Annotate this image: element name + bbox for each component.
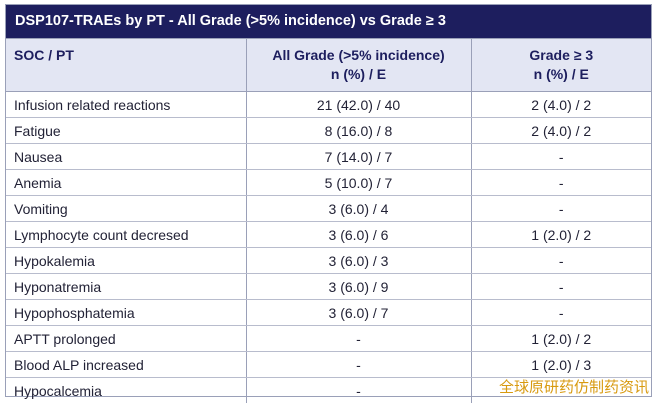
all-grade-cell: 3 (6.0) / 9: [246, 273, 472, 300]
all-grade-cell: -: [246, 325, 472, 352]
table-title: DSP107-TRAEs by PT - All Grade (>5% inci…: [6, 5, 651, 39]
pt-cell: Nausea: [6, 143, 247, 170]
table-row: APTT prolonged - 1 (2.0) / 2: [6, 325, 651, 352]
table-row: Nausea 7 (14.0) / 7 -: [6, 143, 651, 170]
table-row: Hypophosphatemia 3 (6.0) / 7 -: [6, 299, 651, 326]
table-row: Lymphocyte count decresed 3 (6.0) / 6 1 …: [6, 221, 651, 248]
grade3-cell: -: [471, 195, 651, 222]
table-body: Infusion related reactions 21 (42.0) / 4…: [6, 91, 651, 403]
header-all-grade-unit: n (%) / E: [330, 66, 387, 82]
all-grade-cell: 3 (6.0) / 6: [246, 221, 472, 248]
header-grade3: Grade ≥ 3 n (%) / E: [471, 39, 651, 92]
header-soc-pt: SOC / PT: [6, 39, 247, 92]
all-grade-cell: 3 (6.0) / 7: [246, 299, 472, 326]
grade3-cell: -: [471, 169, 651, 196]
grade3-cell: 2 (4.0) / 2: [471, 91, 651, 118]
pt-cell: Lymphocyte count decresed: [6, 221, 247, 248]
grade3-cell: 1 (2.0) / 2: [471, 325, 651, 352]
pt-cell: Fatigue: [6, 117, 247, 144]
header-soc-pt-label: SOC / PT: [14, 47, 74, 63]
all-grade-cell: -: [246, 377, 472, 403]
header-grade3-unit: n (%) / E: [533, 66, 589, 82]
header-grade3-label: Grade ≥ 3: [529, 47, 594, 63]
grade3-cell: -: [471, 143, 651, 170]
pt-cell: Hypophosphatemia: [6, 299, 247, 326]
pt-cell: Hypokalemia: [6, 247, 247, 274]
grade3-cell: -: [471, 273, 651, 300]
grade3-cell: 1 (2.0) / 2: [471, 221, 651, 248]
grade3-cell: 1 (2.0) / 3: [471, 351, 651, 378]
all-grade-cell: 8 (16.0) / 8: [246, 117, 472, 144]
grade3-cell: -: [471, 299, 651, 326]
table-row: Hypocalcemia -: [6, 377, 651, 403]
header-row: SOC / PT All Grade (>5% incidence) n (%)…: [6, 39, 651, 92]
header-all-grade-label: All Grade (>5% incidence): [272, 47, 445, 63]
all-grade-cell: 3 (6.0) / 4: [246, 195, 472, 222]
table-row: Anemia 5 (10.0) / 7 -: [6, 169, 651, 196]
table-row: Hypokalemia 3 (6.0) / 3 -: [6, 247, 651, 274]
pt-cell: Infusion related reactions: [6, 91, 247, 118]
watermark-text: 全球原研药仿制药资讯: [498, 378, 649, 396]
table-row: Fatigue 8 (16.0) / 8 2 (4.0) / 2: [6, 117, 651, 144]
header-all-grade: All Grade (>5% incidence) n (%) / E: [246, 39, 472, 92]
all-grade-cell: 21 (42.0) / 40: [246, 91, 472, 118]
table-header: SOC / PT All Grade (>5% incidence) n (%)…: [6, 39, 651, 92]
table-row: Vomiting 3 (6.0) / 4 -: [6, 195, 651, 222]
all-grade-cell: 7 (14.0) / 7: [246, 143, 472, 170]
pt-cell: APTT prolonged: [6, 325, 247, 352]
all-grade-cell: 5 (10.0) / 7: [246, 169, 472, 196]
trae-table: SOC / PT All Grade (>5% incidence) n (%)…: [6, 39, 651, 403]
pt-cell: Vomiting: [6, 195, 247, 222]
pt-cell: Hypocalcemia: [6, 377, 247, 403]
trae-table-panel: DSP107-TRAEs by PT - All Grade (>5% inci…: [5, 4, 652, 403]
pt-cell: Blood ALP increased: [6, 351, 247, 378]
pt-cell: Anemia: [6, 169, 247, 196]
table-row: Blood ALP increased - 1 (2.0) / 3: [6, 351, 651, 378]
pt-cell: Hyponatremia: [6, 273, 247, 300]
all-grade-cell: -: [246, 351, 472, 378]
grade3-cell: 2 (4.0) / 2: [471, 117, 651, 144]
all-grade-cell: 3 (6.0) / 3: [246, 247, 472, 274]
table-row: Infusion related reactions 21 (42.0) / 4…: [6, 91, 651, 118]
grade3-cell: -: [471, 247, 651, 274]
table-row: Hyponatremia 3 (6.0) / 9 -: [6, 273, 651, 300]
